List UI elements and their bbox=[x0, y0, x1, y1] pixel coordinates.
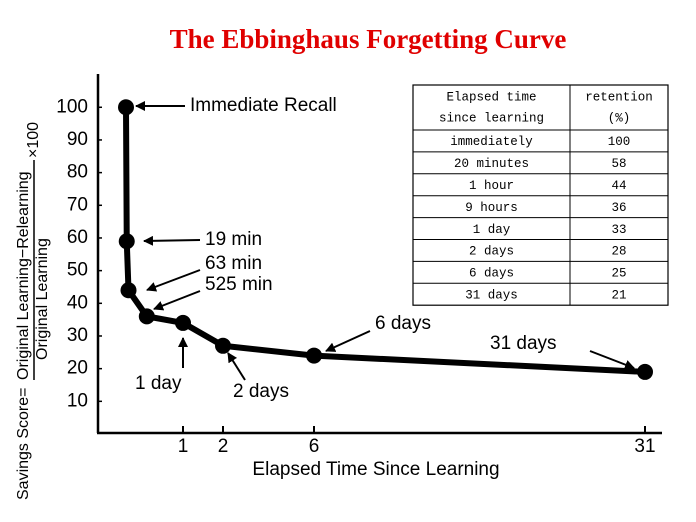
annotation: 2 days bbox=[233, 381, 289, 402]
x-tick-label: 2 bbox=[218, 436, 229, 457]
y-tick-label: 50 bbox=[67, 260, 88, 281]
table-cell: 25 bbox=[611, 267, 626, 281]
y-tick-label: 90 bbox=[67, 129, 88, 150]
retention-table: Elapsed time since learning retention (%) im… bbox=[412, 84, 669, 306]
table-cell: 21 bbox=[611, 289, 626, 303]
point bbox=[118, 233, 135, 250]
y-label-numerator: Original Learning−Relearning bbox=[15, 171, 32, 380]
annotation: 19 min bbox=[205, 229, 262, 250]
table-header: since learning bbox=[439, 111, 544, 125]
x-tick-label: 6 bbox=[309, 436, 320, 457]
point bbox=[637, 363, 653, 380]
annotation-arrow bbox=[146, 269, 201, 292]
annotation: 31 days bbox=[490, 333, 557, 354]
x-tick-label: 31 bbox=[634, 436, 655, 457]
table-cell: immediately bbox=[450, 135, 533, 149]
table-header: Elapsed time bbox=[446, 90, 536, 104]
y-tick-label: 70 bbox=[67, 194, 88, 215]
annotation: 63 min bbox=[205, 253, 262, 274]
point bbox=[118, 99, 134, 116]
point bbox=[215, 337, 231, 354]
y-tick-label: 40 bbox=[67, 292, 88, 313]
y-tick-label: 10 bbox=[67, 390, 88, 411]
annotation: Immediate Recall bbox=[190, 95, 337, 116]
y-tick-label: 60 bbox=[67, 227, 88, 248]
table-frame bbox=[412, 84, 669, 306]
annotation-arrow bbox=[143, 235, 201, 246]
table-cell: 100 bbox=[608, 135, 631, 149]
curve bbox=[123, 107, 646, 375]
table-header: (%) bbox=[608, 111, 631, 125]
x-tick-label: 1 bbox=[178, 436, 189, 457]
annotation: 1 day bbox=[135, 373, 182, 394]
y-label-denominator: Original Learning bbox=[34, 238, 51, 360]
table-cell: 31 days bbox=[465, 289, 518, 303]
point bbox=[175, 314, 191, 331]
table-cell: 1 day bbox=[473, 223, 511, 237]
table-cell: 2 days bbox=[469, 245, 514, 259]
annotation-arrow bbox=[227, 352, 246, 381]
table-cell: 28 bbox=[611, 245, 626, 259]
chart-title: The Ebbinghaus Forgetting Curve bbox=[170, 24, 567, 54]
annotation: 6 days bbox=[375, 313, 431, 334]
y-tick-label: 80 bbox=[67, 162, 88, 183]
y-tick-label: 20 bbox=[67, 358, 88, 379]
y-axis-label: Savings Score= Original Learning−Relearn… bbox=[15, 122, 51, 500]
y-tick-label: 100 bbox=[56, 96, 88, 117]
point bbox=[120, 282, 137, 299]
table-cell: 1 hour bbox=[469, 179, 514, 193]
table-cell: 9 hours bbox=[465, 201, 518, 215]
table-cell: 20 minutes bbox=[454, 157, 529, 171]
y-label-suffix: ×100 bbox=[25, 122, 42, 158]
table-cell: 33 bbox=[611, 223, 626, 237]
annotation-arrow bbox=[153, 290, 201, 311]
x-axis-label: Elapsed Time Since Learning bbox=[252, 459, 499, 480]
annotation-arrow bbox=[325, 330, 371, 352]
annotation: 525 min bbox=[205, 274, 273, 295]
table-cell: 36 bbox=[611, 201, 626, 215]
annotation-arrow bbox=[589, 350, 635, 370]
table-cell: 6 days bbox=[469, 267, 514, 281]
point bbox=[138, 308, 155, 325]
table-cell: 58 bbox=[611, 157, 626, 171]
y-tick-label: 30 bbox=[67, 325, 88, 346]
point bbox=[306, 347, 322, 364]
y-label-prefix: Savings Score= bbox=[15, 387, 32, 500]
table-cell: 44 bbox=[611, 179, 626, 193]
table-header: retention bbox=[585, 90, 653, 104]
